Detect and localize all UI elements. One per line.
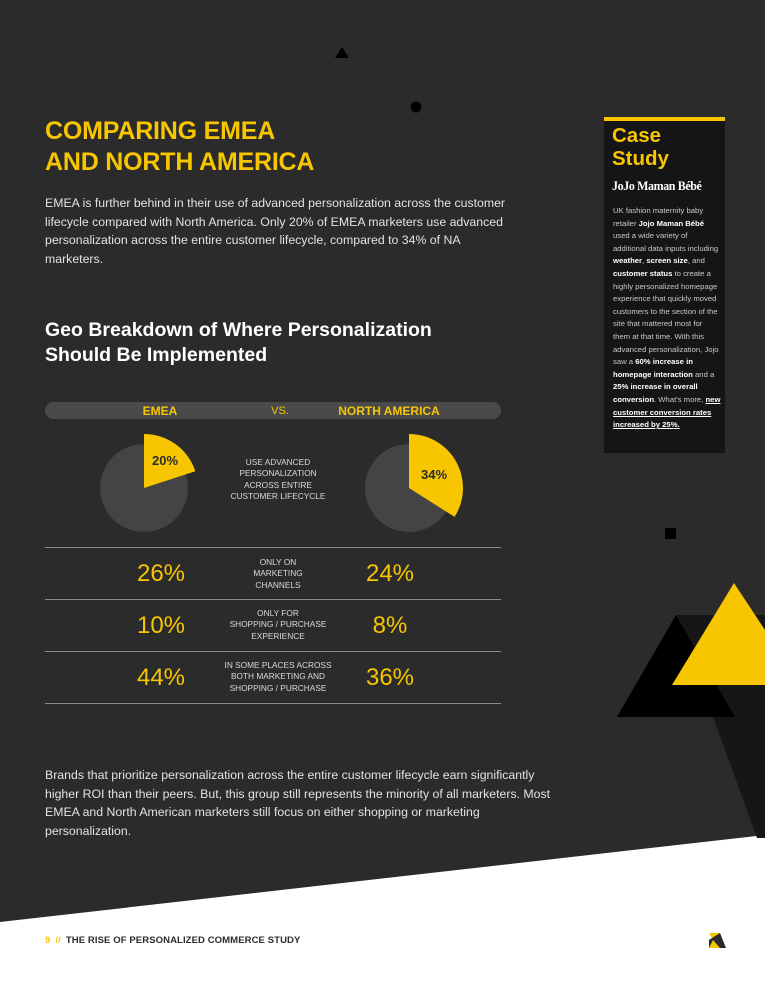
decorative-dot (410, 101, 422, 113)
row-label-lifecycle: USE ADVANCED PERSONALIZATION ACROSS ENTI… (218, 457, 338, 503)
subtitle-line-1: Geo Breakdown of Where Personalization (45, 319, 432, 341)
decorative-triangle-yellow (672, 583, 765, 685)
na-value-shopping: 8% (372, 612, 408, 639)
na-value-marketing: 24% (365, 560, 415, 587)
row3-label-line: ONLY FOR (257, 608, 299, 618)
subtitle-line-2: Should Be Implemented (45, 344, 268, 366)
case-text: and a (692, 369, 715, 379)
row2-label-line: MARKETING (253, 568, 303, 579)
row-divider (45, 599, 501, 600)
row-label-shopping: ONLY FOR SHOPPING / PURCHASE EXPERIENCE (218, 608, 338, 642)
row4-label-line: IN SOME PLACES ACROSS (224, 660, 332, 670)
row2-label-line: ONLY ON (259, 557, 297, 567)
page-number: 9 (45, 935, 51, 946)
page-footer: 9 // THE RISE OF PERSONALIZED COMMERCE STU… (45, 935, 300, 946)
na-pie-slice (409, 434, 463, 517)
brand-logo-icon (709, 933, 726, 948)
emea-pie-slice (144, 434, 196, 488)
case-text-bold: 25% increase in overall conversion (613, 382, 698, 404)
case-study-box (604, 117, 725, 453)
intro-paragraph: EMEA is further behind in their use of a… (45, 196, 506, 266)
row1-label-line: CUSTOMER LIFECYCLE (230, 491, 326, 502)
title-line-2: AND NORTH AMERICA (45, 148, 315, 176)
decorative-triangle-black (617, 615, 735, 717)
row4-label-line: SHOPPING / PURCHASE (229, 682, 327, 693)
case-text-bold: Jojo Maman Bébé (638, 218, 704, 228)
title-line-1: COMPARING EMEA (45, 117, 276, 145)
decorative-square (665, 528, 676, 539)
row-label-marketing: ONLY ON MARKETING CHANNELS (218, 557, 338, 591)
case-text: . What's more, (654, 394, 706, 404)
case-text: used a wide variety of additional data i… (613, 231, 719, 253)
emea-value-shopping: 10% (136, 612, 186, 639)
footer-separator: // (55, 935, 61, 946)
case-text: , (642, 256, 647, 266)
row1-label-line: USE ADVANCED (245, 457, 311, 467)
row3-label-line: SHOPPING / PURCHASE (229, 619, 327, 630)
case-study-title-line: Study (612, 147, 669, 170)
case-text-bold: weather (613, 256, 643, 266)
header-emea: EMEA (142, 404, 178, 418)
header-vs: VS. (271, 405, 289, 417)
comparison-header-bar (45, 402, 501, 419)
row1-label-line: PERSONALIZATION (239, 468, 317, 479)
emea-value-both: 44% (136, 664, 186, 691)
case-study-title-line: Case (612, 124, 662, 147)
page-title: COMPARING EMEA AND NORTH AMERICA (45, 116, 445, 178)
case-study-title: Case Study (612, 124, 722, 170)
na-value-both: 36% (365, 664, 415, 691)
case-text-bold: customer status (613, 268, 673, 278)
closing-paragraph: Brands that prioritize personalization a… (45, 768, 551, 838)
row-divider (45, 651, 501, 652)
row-label-both: IN SOME PLACES ACROSS BOTH MARKETING AND… (218, 660, 338, 694)
case-text: , and (687, 256, 705, 266)
row3-label-line: EXPERIENCE (251, 630, 305, 641)
jojo-maman-bebe-logo: JoJo Maman Bébé (612, 178, 702, 193)
case-text: UK fashion maternity baby retailer (613, 206, 704, 228)
case-study-body: UK fashion maternity baby retailer Jojo … (613, 205, 721, 432)
row-divider (45, 703, 501, 704)
case-text: to create a highly personalized homepage… (613, 268, 719, 367)
decorative-triangle-small (335, 47, 349, 58)
section-subtitle: Geo Breakdown of Where Personalization S… (45, 318, 515, 368)
na-pie-label: 34% (420, 467, 448, 482)
emea-value-marketing: 26% (136, 560, 186, 587)
case-text-bold: screen size (646, 256, 688, 266)
row1-label-line: ACROSS ENTIRE (244, 479, 312, 490)
row2-label-line: CHANNELS (255, 579, 301, 590)
case-text-highlight: new customer conversion rates increased … (613, 394, 721, 430)
emea-pie-label: 20% (151, 453, 179, 468)
header-north-america: NORTH AMERICA (338, 404, 440, 418)
footer-title: THE RISE OF PERSONALIZED COMMERCE STUDY (65, 935, 301, 946)
row4-label-line: BOTH MARKETING AND (230, 671, 326, 682)
case-text-bold: 60% increase in homepage interaction (613, 357, 693, 379)
row-divider (45, 547, 501, 548)
